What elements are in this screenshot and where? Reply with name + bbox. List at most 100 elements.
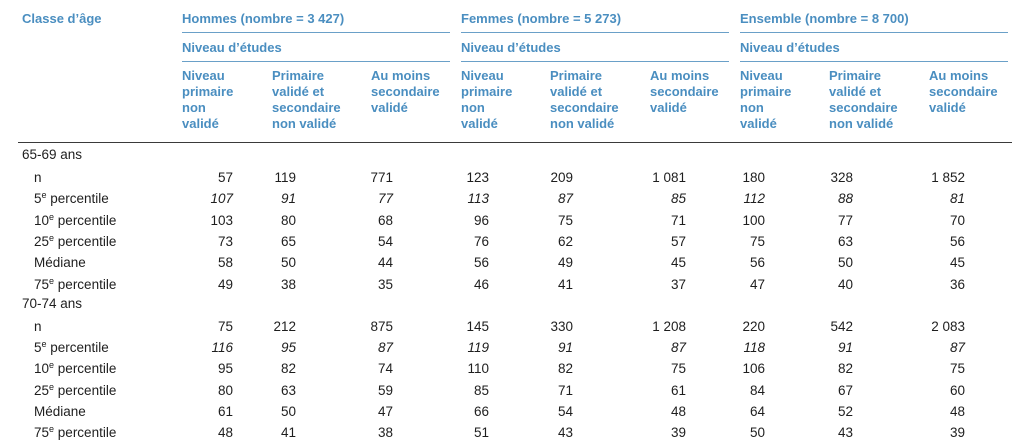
col-header-primary-validated: Primaire validé et secondaire non validé	[829, 68, 898, 131]
table-cell: 49	[217, 276, 233, 292]
sub-rule-women	[461, 61, 729, 62]
row-label: Médiane	[34, 252, 86, 273]
table-cell: 35	[377, 276, 393, 292]
table-cell: 62	[557, 233, 573, 249]
table-cell: 91	[280, 191, 296, 207]
table-cell: 84	[749, 382, 765, 398]
col-header-secondary-validated: Au moins secondaire validé	[650, 68, 719, 115]
group-header-women: Femmes (nombre = 5 273)	[461, 11, 622, 26]
table-cell: 45	[670, 255, 686, 271]
row-label-superscript: e	[49, 424, 55, 435]
table-cell: 96	[473, 212, 489, 228]
table-cell: 542	[830, 318, 853, 334]
table-cell: 39	[949, 425, 965, 441]
table-cell: 68	[377, 212, 393, 228]
table-cell: 63	[837, 233, 853, 249]
study-level-header-women: Niveau d’études	[461, 40, 561, 55]
table-cell: 46	[473, 276, 489, 292]
row-label-text: Médiane	[34, 255, 86, 271]
table-cell: 75	[670, 361, 686, 377]
row-label: 5e percentile	[34, 188, 109, 209]
group-rule-women	[461, 32, 729, 33]
table-cell: 63	[280, 382, 296, 398]
table-cell: 82	[280, 361, 296, 377]
row-label-superscript: e	[49, 232, 55, 243]
group-rule-all	[740, 32, 1008, 33]
table-cell: 95	[280, 340, 296, 356]
row-label: 75e percentile	[34, 422, 116, 443]
table-cell: 41	[557, 276, 573, 292]
row-label-suffix: percentile	[54, 276, 117, 292]
table-cell: 110	[467, 361, 489, 377]
table-cell: 38	[280, 276, 296, 292]
table-cell: 47	[377, 404, 393, 419]
row-label: 10e percentile	[34, 358, 116, 379]
row-label-text: 25	[34, 382, 50, 398]
table-cell: 80	[280, 212, 296, 228]
row-label-text: 75	[34, 276, 50, 292]
table-cell: 103	[210, 212, 233, 228]
table-cell: 43	[837, 425, 853, 441]
study-level-header-all: Niveau d’études	[740, 40, 840, 55]
row-label-suffix: percentile	[54, 212, 117, 228]
table-cell: 36	[949, 276, 965, 292]
table-cell: 328	[830, 170, 853, 185]
table-cell: 39	[670, 425, 686, 441]
table-cell: 54	[377, 233, 393, 249]
table-cell: 40	[837, 276, 853, 292]
table-cell: 145	[466, 318, 489, 334]
col-header-secondary-validated: Au moins secondaire validé	[929, 68, 998, 115]
table-cell: 1 852	[931, 170, 965, 185]
table-row: 75e percentile 48 41 38 51 43 39 50 43 39	[0, 422, 1015, 443]
table-cell: 77	[377, 191, 393, 207]
row-label-superscript: e	[49, 360, 55, 371]
table-cell: 50	[280, 255, 296, 271]
table-cell: 112	[743, 191, 765, 207]
sub-rule-men	[182, 61, 450, 62]
row-label-suffix: percentile	[54, 425, 117, 441]
table-cell: 51	[473, 425, 489, 441]
table-cell: 95	[217, 361, 233, 377]
col-header-primary-validated: Primaire validé et secondaire non validé	[550, 68, 619, 131]
table-cell: 75	[749, 233, 765, 249]
row-label: n	[34, 316, 42, 337]
table-cell: 41	[280, 425, 296, 441]
table-cell: 87	[949, 340, 965, 356]
table-cell: 119	[274, 170, 296, 185]
row-label-suffix: percentile	[54, 361, 117, 377]
table-cell: 52	[837, 404, 853, 419]
table-cell: 116	[211, 340, 233, 356]
row-label-suffix: percentile	[46, 340, 109, 356]
row-label-text: n	[34, 318, 42, 334]
table-cell: 43	[557, 425, 573, 441]
row-label-text: 75	[34, 425, 50, 441]
age-class-header: Classe d’âge	[22, 11, 102, 26]
row-label-superscript: e	[49, 381, 55, 392]
table-cell: 75	[949, 361, 965, 377]
table-cell: 66	[473, 404, 489, 419]
table-row: 10e percentile 103 80 68 96 75 71 100 77 70	[0, 210, 1015, 231]
table-row: Médiane 58 50 44 56 49 45 56 50 45	[0, 252, 1015, 273]
row-label-superscript: e	[49, 211, 55, 222]
row-label-text: 25	[34, 233, 50, 249]
row-label-text: n	[34, 170, 42, 185]
table-cell: 118	[743, 340, 765, 356]
table-cell: 56	[473, 255, 489, 271]
table-cell: 37	[670, 276, 686, 292]
table-cell: 47	[749, 276, 765, 292]
table-cell: 212	[273, 318, 296, 334]
group-header-all: Ensemble (nombre = 8 700)	[740, 11, 909, 26]
table-row: n 57 119 771 123 209 1 081 180 328 1 852	[0, 167, 1015, 188]
row-label: 75e percentile	[34, 274, 116, 295]
table-cell: 64	[749, 404, 765, 419]
table-cell: 50	[749, 425, 765, 441]
table-row: 10e percentile 95 82 74 110 82 75 106 82 75	[0, 358, 1015, 379]
table-cell: 87	[557, 191, 573, 207]
table-cell: 71	[557, 382, 573, 398]
col-header-primary-not-validated: Niveau primaire non validé	[182, 68, 234, 131]
table-cell: 85	[473, 382, 489, 398]
row-label: n	[34, 167, 42, 188]
group-header-men: Hommes (nombre = 3 427)	[182, 11, 345, 26]
table-cell: 56	[749, 255, 765, 271]
table-cell: 60	[949, 382, 965, 398]
